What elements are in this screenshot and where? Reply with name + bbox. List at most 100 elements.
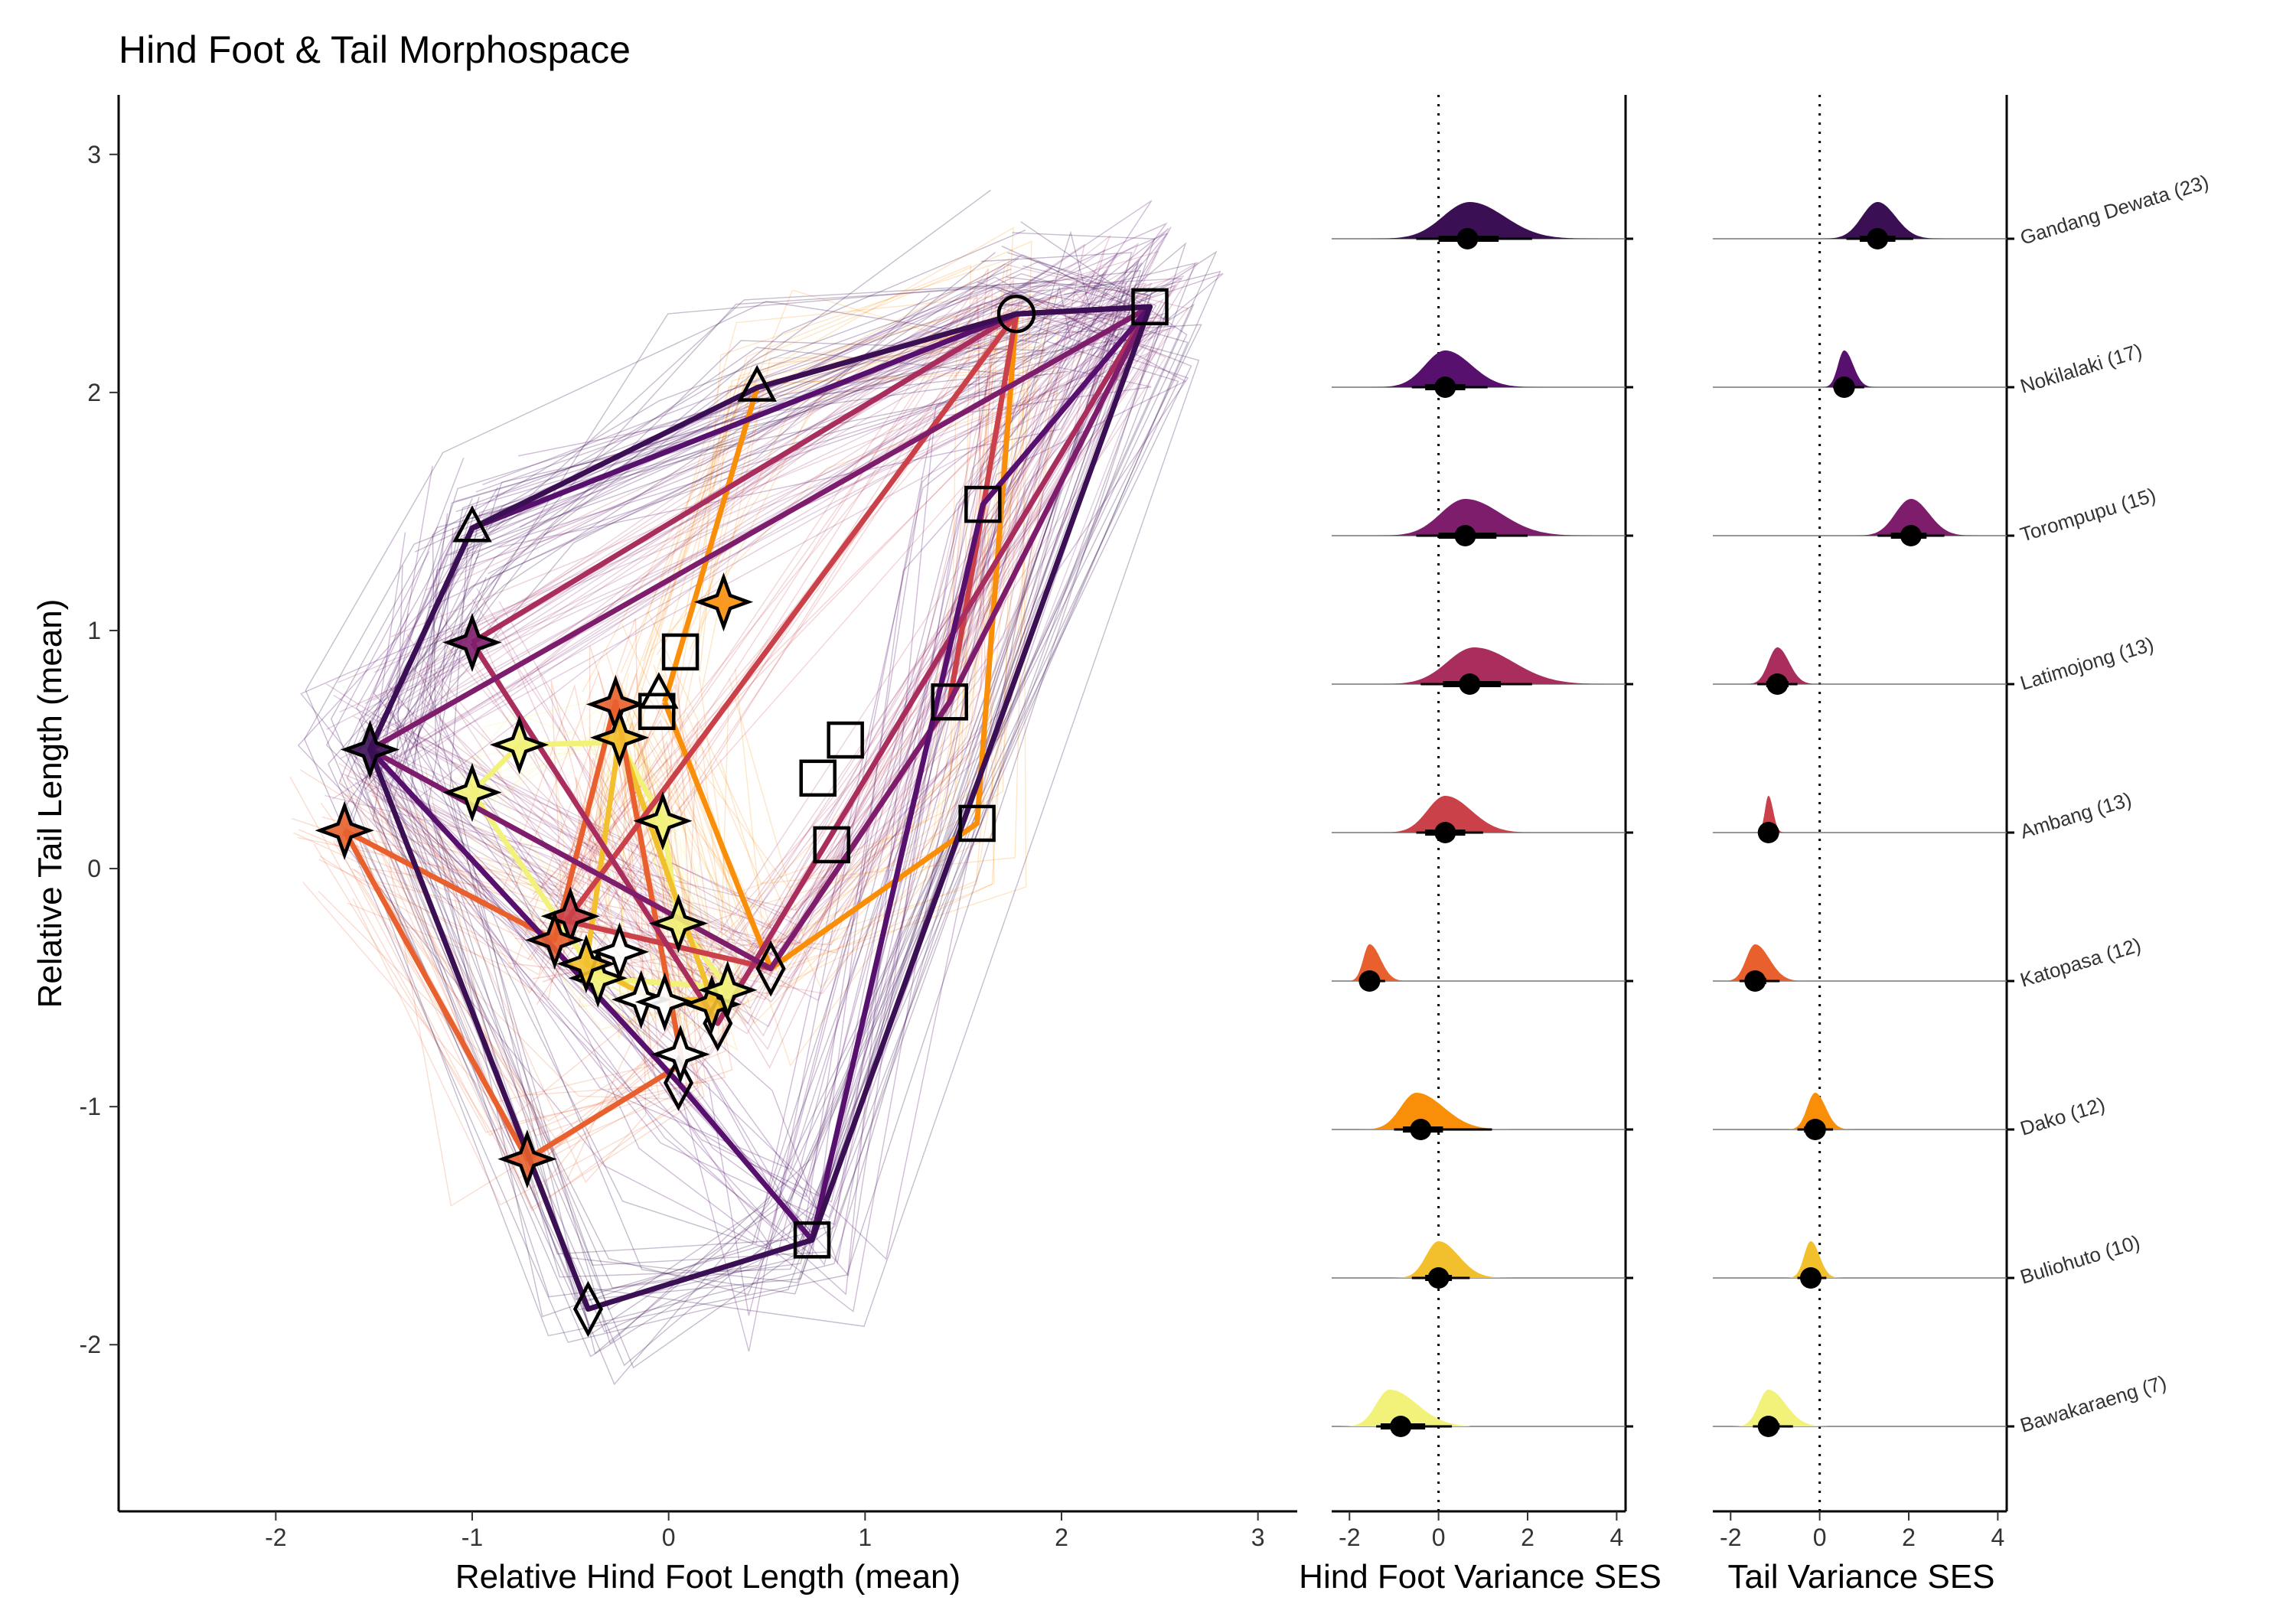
diamond-marker	[755, 940, 786, 997]
star-marker	[315, 800, 374, 860]
hull-sample-line	[533, 386, 1042, 961]
tail-density-ambang	[1713, 796, 2014, 843]
hull-sample-line	[531, 768, 739, 1031]
hull-sample-line	[351, 242, 1187, 1337]
density-curve	[1355, 350, 1566, 387]
hull-sample-line	[304, 266, 1151, 1343]
y-tick-label: 1	[87, 617, 101, 644]
point-estimate	[1390, 1416, 1412, 1437]
point-estimate	[1804, 1119, 1826, 1140]
site-labels: Gandang Dewata (23) Nokilalaki (17) Toromp…	[2017, 170, 2211, 1436]
density-curve	[1341, 944, 1407, 981]
hull-sample-line	[330, 252, 1202, 1386]
hull-sample-line	[625, 314, 958, 973]
y-axis-title: Relative Tail Length (mean)	[31, 599, 69, 1009]
hull-sample-line	[347, 618, 647, 1184]
square-marker	[964, 485, 1002, 523]
hull-sample-line	[353, 261, 1199, 1009]
tail-density-torompupu	[1713, 499, 2014, 546]
hull-katopasa	[342, 699, 686, 1162]
site-markers	[315, 288, 1169, 1338]
y-tick-label: 0	[87, 855, 101, 882]
tail-x-axis-title: Tail Variance SES	[1728, 1558, 1995, 1596]
point-estimate	[1427, 1267, 1450, 1289]
square-marker	[827, 721, 864, 759]
triangle-marker	[639, 672, 679, 709]
x-tick-label: -1	[461, 1524, 483, 1551]
morphospace-axes: -2 -1 0 1 2 3 -2 -1 0 1 2 3	[80, 95, 1297, 1551]
hull-sample-line	[396, 254, 1157, 1260]
hull-torompupu	[368, 304, 1153, 972]
square-marker	[931, 683, 968, 721]
y-tick-label: -2	[80, 1331, 101, 1358]
hull-sample-line	[463, 696, 751, 1014]
hull-sample-line	[697, 258, 1010, 937]
square-marker	[793, 1221, 831, 1259]
hind-foot-x-tick-label: 0	[1432, 1524, 1446, 1551]
square-marker	[799, 759, 837, 797]
hull-sample-line	[656, 304, 1027, 982]
tail-density-gandang-dewata	[1713, 202, 2014, 249]
site-label-torompupu: Torompupu (15)	[2017, 483, 2158, 546]
hull-sample-line	[532, 305, 982, 1006]
hull-sample-line	[318, 740, 733, 1136]
hind-foot-x-tick-label: -2	[1339, 1524, 1360, 1551]
hull-sample-line	[333, 353, 1151, 964]
y-tick-label: 2	[87, 379, 101, 406]
star-marker	[648, 893, 709, 953]
convex-hulls	[342, 304, 1153, 1312]
hull-sample-line	[373, 302, 1165, 1215]
hull-sample-line	[325, 276, 1187, 1238]
tail-density-bawakaraeng	[1713, 1390, 2014, 1437]
star-marker	[698, 960, 758, 1020]
hull-sample-line	[650, 390, 1058, 950]
hind-foot-density-latimojong	[1332, 647, 1635, 695]
hull-dako	[662, 311, 1019, 972]
density-curve	[1807, 202, 1971, 239]
hull-sample-line	[559, 349, 1085, 1035]
triangle-marker	[452, 505, 492, 543]
tail-density-katopasa	[1713, 944, 2014, 992]
hull-gandang-dewata	[367, 304, 1153, 1312]
square-marker	[1131, 288, 1169, 326]
point-estimate	[1757, 822, 1779, 843]
diamond-marker	[572, 1280, 603, 1338]
hull-sample-line	[339, 348, 1158, 1025]
point-estimate	[1900, 525, 1922, 546]
square-marker	[813, 826, 850, 864]
chart-title: Hind Foot & Tail Morphospace	[119, 28, 631, 71]
hull-sample-line	[432, 269, 1192, 1345]
hull-sample-line	[665, 306, 1052, 895]
site-label-nokilalaki: Nokilalaki (17)	[2017, 339, 2144, 398]
hull-sample-line	[358, 349, 1140, 986]
density-curve	[1779, 1093, 1864, 1129]
triangle-marker	[737, 364, 777, 402]
point-estimate	[1744, 970, 1766, 992]
star-marker	[589, 708, 650, 768]
y-tick-label: -1	[80, 1093, 101, 1120]
hull-sample-line	[365, 281, 1167, 1369]
hull-sample-line	[351, 673, 730, 1207]
star-marker	[633, 791, 693, 851]
hull-sample-line	[385, 281, 1189, 1278]
site-label-ambang: Ambang (13)	[2017, 787, 2135, 843]
star-marker	[612, 970, 671, 1029]
point-estimate	[1410, 1119, 1432, 1140]
star-marker	[634, 972, 695, 1032]
tail-density-dako	[1713, 1093, 2014, 1140]
density-curve	[1841, 499, 2005, 536]
hull-sample-line	[530, 293, 1021, 949]
hind-foot-density-katopasa	[1332, 944, 1633, 992]
hull-sample-line	[425, 275, 1185, 1038]
tail-x-tick-label: 0	[1813, 1524, 1827, 1551]
site-label-buliohuto: Buliohuto (10)	[2017, 1231, 2143, 1289]
density-curve	[1365, 796, 1552, 833]
hull-sample-line	[386, 229, 1179, 1335]
hull-sample-line	[476, 263, 1189, 975]
hull-sample-line	[367, 674, 726, 1141]
hind-foot-density-ambang	[1332, 796, 1633, 843]
hull-sample-line	[420, 272, 1106, 1313]
tail-variance-panel: Tail Variance SES -2 0 2 4	[1713, 95, 2014, 1596]
x-tick-label: 0	[662, 1524, 676, 1551]
density-curve	[1382, 1241, 1514, 1278]
